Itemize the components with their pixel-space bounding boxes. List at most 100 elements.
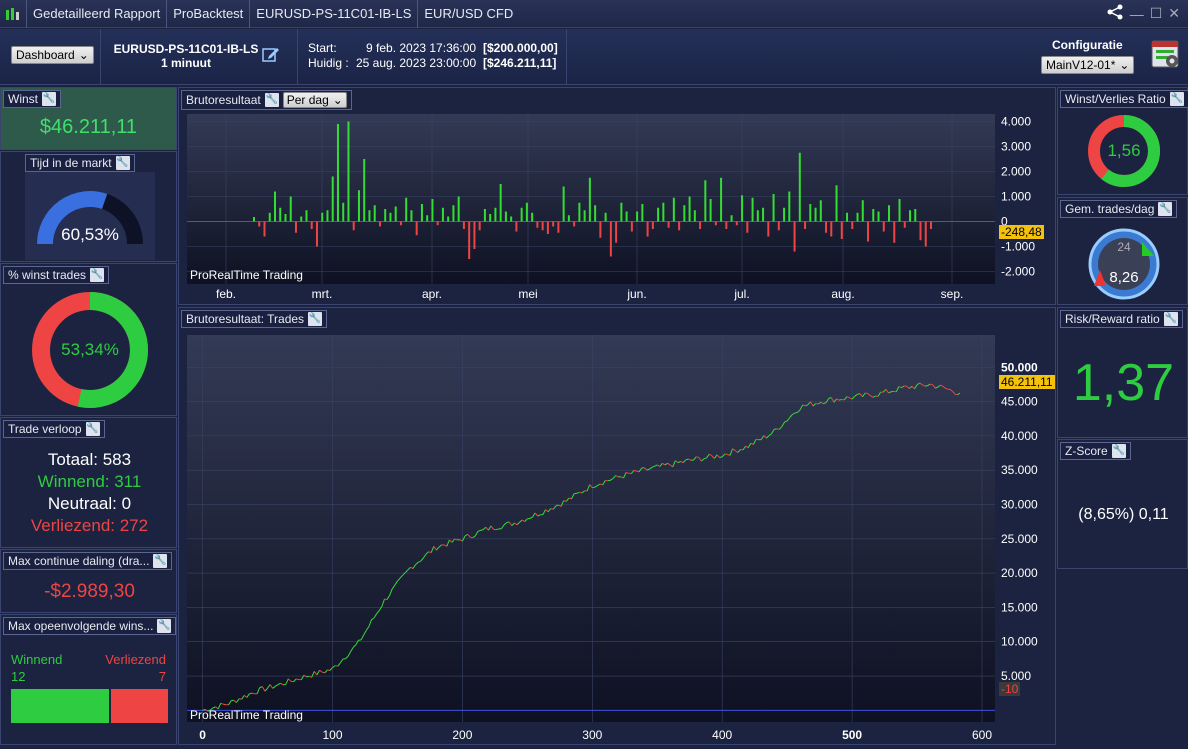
period-dropdown[interactable]: Per dag ⌄ xyxy=(282,92,347,108)
wrench-icon[interactable]: 🔧 xyxy=(153,554,168,568)
edit-icon[interactable] xyxy=(262,45,280,68)
equity-segment xyxy=(378,606,383,611)
equity-segment xyxy=(636,470,640,473)
equity-segment xyxy=(306,675,310,678)
bar xyxy=(898,199,901,222)
verloop-title: Trade verloop 🔧 xyxy=(3,420,105,438)
bar xyxy=(389,212,392,222)
x-tick-label: 100 xyxy=(322,728,342,742)
equity-segment xyxy=(942,385,946,389)
minimize-icon[interactable]: — xyxy=(1129,5,1144,22)
wrench-icon[interactable]: 🔧 xyxy=(115,156,130,170)
equity-segment xyxy=(820,401,824,405)
equity-segment xyxy=(204,708,209,712)
maximize-icon[interactable]: ☐ xyxy=(1149,5,1163,21)
bar xyxy=(672,197,675,222)
config-settings-icon[interactable] xyxy=(1150,39,1182,76)
wrench-icon[interactable]: 🔧 xyxy=(42,92,56,106)
x-tick-label: 600 xyxy=(972,728,992,742)
equity-segment xyxy=(508,521,513,526)
tab-gedetailleerd-rapport[interactable]: Gedetailleerd Rapport xyxy=(27,0,168,28)
bar xyxy=(804,221,807,229)
equity-segment xyxy=(646,468,650,471)
maxdaling-title: Max continue daling (dra... 🔧 xyxy=(3,552,173,570)
gem-dial-value: 24 xyxy=(1117,240,1131,254)
wrench-icon[interactable]: 🔧 xyxy=(1158,202,1173,216)
bar xyxy=(331,176,334,222)
maxopv-loss-bar xyxy=(111,689,168,723)
wrench-icon[interactable]: 🔧 xyxy=(308,312,323,326)
tab-instrument[interactable]: EUR/USD CFD xyxy=(424,6,514,21)
share-icon[interactable] xyxy=(1106,3,1124,24)
y-tick-label: 5.000 xyxy=(1001,669,1031,683)
x-tick-label: mrt. xyxy=(312,287,333,301)
wrench-icon[interactable]: 🔧 xyxy=(85,422,100,436)
equity-segment xyxy=(537,514,541,517)
watermark: ProRealTime Trading xyxy=(190,708,303,722)
winst-trades-title: % winst trades 🔧 xyxy=(3,266,110,284)
tab-system-name[interactable]: EURUSD-PS-11C01-IB-LS xyxy=(250,0,419,28)
x-tick-label: 400 xyxy=(712,728,732,742)
bar xyxy=(426,215,429,222)
donut-win-ring xyxy=(32,292,148,408)
bar xyxy=(405,197,408,222)
equity-segment xyxy=(667,462,671,466)
equity-segment xyxy=(386,595,391,600)
x-tick-label: mei xyxy=(518,287,537,301)
bar xyxy=(594,205,597,222)
wv-ratio-title: Winst/Verlies Ratio 🔧 xyxy=(1060,90,1188,108)
bar xyxy=(699,221,702,229)
equity-segment xyxy=(407,566,411,571)
tab-probacktest[interactable]: ProBacktest xyxy=(167,0,251,28)
bar xyxy=(310,221,313,229)
bar xyxy=(315,221,318,247)
equity-segment xyxy=(293,678,297,683)
close-icon[interactable]: ✕ xyxy=(1168,5,1180,21)
bar xyxy=(903,221,906,228)
bar xyxy=(825,221,828,233)
wrench-icon[interactable]: 🔧 xyxy=(157,619,172,633)
equity-segment xyxy=(228,700,232,706)
equity-segment xyxy=(713,454,718,459)
wrench-icon[interactable]: 🔧 xyxy=(264,93,279,107)
equity-segment xyxy=(391,584,396,590)
equity-segment xyxy=(945,387,949,390)
config-dropdown[interactable]: MainV12-01* ⌄ xyxy=(1041,56,1135,74)
bar xyxy=(384,209,387,222)
equity-segment xyxy=(752,439,757,445)
equity-segment xyxy=(885,389,889,394)
bar xyxy=(777,221,780,231)
equity-segment xyxy=(682,459,687,463)
x-tick-label: 0 xyxy=(199,728,206,742)
y-tick-label: 15.000 xyxy=(1001,600,1038,614)
x-tick-label: 200 xyxy=(452,728,472,742)
chart-plot-area xyxy=(187,335,995,722)
equity-segment xyxy=(654,464,658,467)
bar xyxy=(499,184,502,222)
bar xyxy=(840,221,843,239)
bar xyxy=(336,124,339,222)
equity-segment xyxy=(397,577,401,582)
bar xyxy=(914,209,917,222)
bar xyxy=(783,207,786,222)
equity-segment xyxy=(586,484,591,492)
equity-segment xyxy=(420,557,424,562)
start-capital: [$200.000,00] xyxy=(483,41,558,55)
wrench-icon[interactable]: 🔧 xyxy=(1163,312,1178,326)
wrench-icon[interactable]: 🔧 xyxy=(90,268,105,282)
equity-segment xyxy=(373,613,378,619)
bar xyxy=(447,216,450,222)
bar xyxy=(909,210,912,222)
equity-segment xyxy=(287,678,292,682)
bar xyxy=(646,221,649,237)
equity-segment xyxy=(461,535,466,542)
equity-segment xyxy=(857,393,861,395)
bar xyxy=(321,212,324,222)
equity-segment xyxy=(906,385,910,389)
dashboard-dropdown[interactable]: Dashboard ⌄ xyxy=(11,46,94,64)
bar xyxy=(462,221,465,229)
equity-segment xyxy=(371,617,375,621)
wrench-icon[interactable]: 🔧 xyxy=(1111,444,1126,458)
wrench-icon[interactable]: 🔧 xyxy=(1169,92,1184,106)
equity-segment xyxy=(490,525,495,530)
